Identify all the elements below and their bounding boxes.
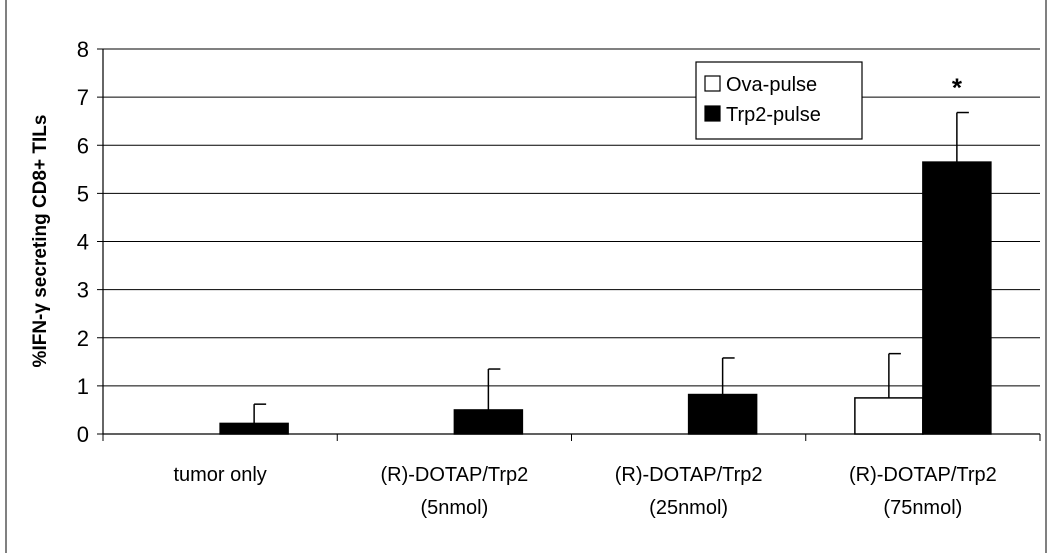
category-label: (75nmol) (883, 497, 962, 519)
y-tick-label: 2 (77, 326, 89, 351)
y-tick-label: 1 (77, 374, 89, 399)
category-label: (R)-DOTAP/Trp2 (380, 464, 528, 486)
bar (854, 397, 924, 435)
y-tick-label: 8 (77, 37, 89, 62)
legend-label: Trp2-pulse (726, 104, 821, 126)
category-label: (R)-DOTAP/Trp2 (615, 464, 763, 486)
legend-label: Ova-pulse (726, 74, 817, 96)
y-axis-title: %IFN-γ secreting CD8+ TILs (30, 115, 51, 368)
y-tick-label: 0 (77, 422, 89, 447)
significance-marker: * (952, 73, 963, 103)
bar (453, 409, 524, 435)
y-tick-label: 5 (77, 181, 89, 206)
plot-area: 0 1 2 3 4 5 6 7 8 tumor only (R)-DOTAP/Trp2 (5nmol)… (77, 37, 1041, 519)
category-label: (25nmol) (649, 497, 728, 519)
legend-swatch (704, 105, 721, 122)
y-tick-label: 7 (77, 85, 89, 110)
bar (922, 161, 992, 435)
legend-swatch (704, 75, 721, 92)
category-label: (R)-DOTAP/Trp2 (849, 464, 997, 486)
y-tick-label: 3 (77, 278, 89, 303)
category-label: tumor only (173, 464, 266, 486)
bar (219, 422, 289, 435)
y-tick-label: 6 (77, 133, 89, 158)
bar (687, 393, 758, 435)
y-tick-label: 4 (77, 230, 89, 255)
category-label: (5nmol) (420, 497, 488, 519)
legend-box (695, 61, 863, 140)
